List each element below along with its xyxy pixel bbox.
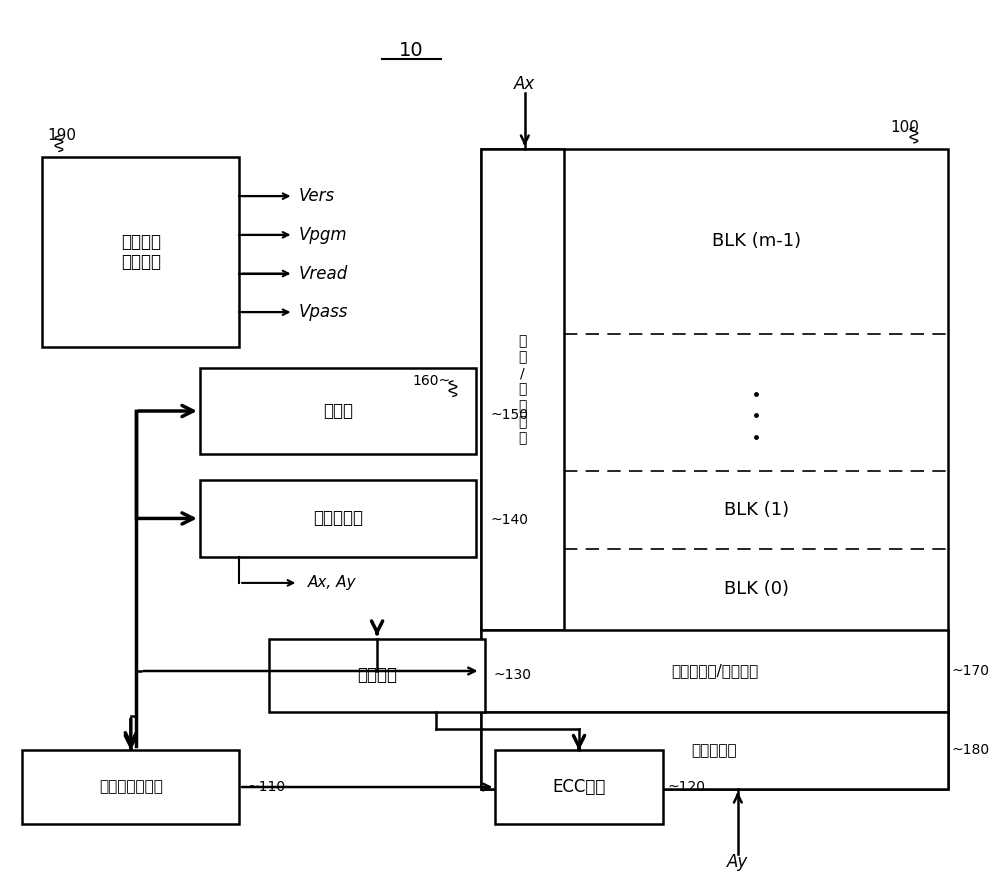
- Text: 控制部: 控制部: [323, 402, 353, 420]
- Text: 输入输出缓冲器: 输入输出缓冲器: [99, 780, 163, 794]
- Bar: [481, 149, 564, 630]
- Bar: [42, 157, 239, 347]
- Text: 检测电路: 检测电路: [357, 666, 397, 684]
- Text: Ax, Ay: Ax, Ay: [308, 575, 357, 591]
- Text: 页面缓冲器/感测电路: 页面缓冲器/感测电路: [671, 663, 758, 678]
- Text: ~180: ~180: [951, 744, 989, 758]
- Bar: [22, 751, 239, 823]
- Text: 字
线
/
选
择
电
路: 字 线 / 选 择 电 路: [518, 334, 527, 445]
- Text: 100: 100: [890, 120, 919, 135]
- Bar: [269, 639, 485, 711]
- Text: Vpass: Vpass: [298, 303, 348, 321]
- Text: ECC电路: ECC电路: [552, 778, 606, 796]
- Bar: [200, 480, 476, 557]
- Bar: [481, 711, 948, 789]
- Text: Vread: Vread: [298, 265, 348, 282]
- Text: ~110: ~110: [247, 780, 285, 794]
- Text: ~150: ~150: [490, 408, 528, 422]
- Text: ~120: ~120: [668, 780, 706, 794]
- Text: 160~: 160~: [413, 374, 451, 388]
- Text: 190: 190: [47, 128, 76, 143]
- Text: Ay: Ay: [727, 853, 748, 871]
- Text: BLK (0): BLK (0): [724, 580, 789, 599]
- Text: ~140: ~140: [490, 513, 528, 527]
- Bar: [481, 149, 948, 789]
- Text: 列选择电路: 列选择电路: [692, 743, 737, 758]
- Text: ~130: ~130: [493, 668, 531, 682]
- Text: 10: 10: [399, 40, 424, 59]
- Bar: [495, 751, 663, 823]
- Text: 内部电路
产生电路: 内部电路 产生电路: [121, 232, 161, 272]
- Bar: [200, 368, 476, 454]
- Text: 地址寄存器: 地址寄存器: [313, 510, 363, 527]
- Text: ~170: ~170: [951, 664, 989, 678]
- Text: Vers: Vers: [298, 187, 334, 205]
- Bar: [481, 630, 948, 711]
- Text: BLK (1): BLK (1): [724, 501, 789, 519]
- Text: Vpgm: Vpgm: [298, 225, 347, 244]
- Text: BLK (m-1): BLK (m-1): [712, 232, 801, 250]
- Text: Ax: Ax: [514, 75, 535, 94]
